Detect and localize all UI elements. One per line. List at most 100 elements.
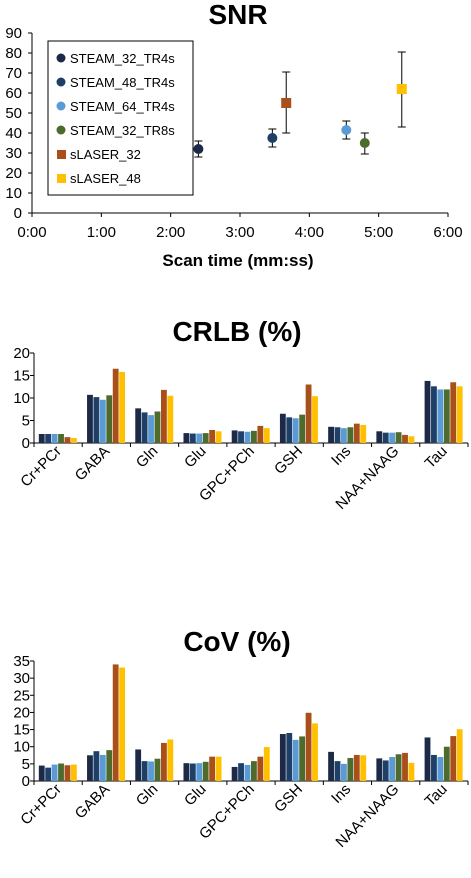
cov-bar [167, 739, 174, 781]
snr-point [267, 133, 278, 143]
snr-y-tick-label: 20 [5, 165, 22, 182]
snr-y-tick-label: 70 [5, 65, 22, 82]
crlb-y-tick-label: 5 [22, 413, 30, 430]
snr-x-tick-label: 0:00 [17, 224, 46, 241]
cov-bar [231, 766, 238, 781]
crlb-bar [231, 430, 238, 443]
cov-y-tick-label: 30 [13, 670, 30, 687]
cov-bar [431, 754, 437, 781]
crlb-category-label: Glu [181, 443, 210, 472]
cov-title: CoV (%) [183, 626, 290, 657]
snr-legend-label: STEAM_32_TR8s [70, 123, 175, 138]
cov-bar [424, 737, 431, 781]
snr-point [341, 125, 352, 135]
snr-x-tick-label: 4:00 [295, 224, 324, 241]
cov-bar [93, 751, 100, 781]
cov-bar [382, 760, 389, 781]
snr-y-tick-label: 10 [5, 185, 22, 202]
crlb-bar [443, 389, 450, 443]
crlb-bar [167, 395, 174, 443]
crlb-bar [51, 434, 58, 443]
snr-legend-label: STEAM_64_TR4s [70, 99, 175, 114]
cov-bar [263, 747, 270, 781]
cov-y-tick-label: 20 [13, 704, 30, 721]
crlb-bar [402, 434, 408, 443]
crlb-bar [286, 417, 293, 443]
cov-bar [279, 734, 286, 781]
crlb-bar [279, 413, 286, 443]
snr-point [281, 98, 292, 108]
snr-legend-box [47, 40, 194, 196]
cov-bar [312, 723, 318, 781]
cov-category-label: Gln [133, 781, 162, 810]
cov-bar [135, 749, 142, 781]
crlb-bar [196, 433, 203, 443]
crlb-bar [334, 427, 341, 443]
cov-bar [450, 736, 457, 781]
crlb-bar [119, 371, 126, 443]
snr-y-tick-label: 50 [5, 105, 22, 122]
cov-bar [286, 733, 293, 781]
crlb-bar [70, 438, 77, 443]
cov-bar [244, 764, 251, 781]
cov-bar [209, 756, 216, 781]
crlb-bar [328, 426, 334, 443]
cov-bar [353, 754, 360, 781]
snr-y-tick-label: 40 [5, 125, 22, 142]
snr-points [193, 51, 407, 158]
crlb-bar [376, 431, 383, 443]
crlb-bar [141, 412, 148, 443]
crlb-bar [431, 386, 437, 443]
cov-bar [299, 736, 306, 781]
crlb-bar [99, 399, 106, 443]
cov-bar [45, 767, 52, 781]
snr-x-tick-label: 5:00 [364, 224, 393, 241]
crlb-bar [58, 434, 64, 443]
cov-category-label: Ins [328, 781, 354, 807]
crlb-category-label: Ins [328, 443, 354, 469]
snr-x-tick-label: 1:00 [87, 224, 116, 241]
crlb-category-label: GSH [271, 443, 306, 478]
crlb-title: CRLB (%) [172, 316, 301, 347]
crlb-bar [292, 418, 299, 443]
crlb-category-label: Gln [133, 443, 162, 472]
snr-axes: 0 10 20 30 40 50 60 70 80 90 0:00 1:00 2:00 3:00 4:00 5… [5, 25, 462, 241]
crlb-bar [437, 389, 444, 443]
crlb-bar [64, 437, 71, 443]
cov-bar [257, 756, 264, 781]
cov-bar [360, 755, 367, 781]
cov-bar [154, 758, 161, 781]
snr-title: SNR [208, 0, 267, 30]
cov-bar [215, 756, 222, 781]
crlb-bar [38, 434, 45, 443]
snr-legend-label: STEAM_32_TR4s [70, 51, 175, 66]
crlb-bar [154, 411, 161, 443]
crlb-bar [244, 431, 251, 443]
crlb-bar [382, 432, 389, 443]
crlb-bar [202, 433, 209, 443]
snr-point [359, 138, 370, 148]
cov-bar [408, 762, 415, 781]
cov-bar [160, 742, 167, 781]
crlb-bar [360, 425, 367, 443]
crlb-bar [135, 408, 142, 443]
cov-category-label: GSH [271, 781, 306, 816]
snr-x-tick-label: 6:00 [433, 224, 462, 241]
snr-legend-swatch [56, 77, 66, 87]
crlb-bar [93, 397, 100, 443]
snr-legend-swatch [57, 174, 66, 183]
crlb-bar [312, 396, 318, 443]
cov-category-label: Glu [181, 781, 210, 810]
cov-bar [238, 763, 244, 781]
crlb-bar [347, 427, 354, 443]
crlb-bar [183, 433, 190, 443]
cov-bar [402, 752, 408, 781]
cov-bar [292, 739, 299, 781]
cov-bar [395, 754, 402, 781]
crlb-bars [38, 368, 463, 443]
crlb-bar [106, 395, 113, 443]
cov-y-tick-label: 15 [13, 722, 30, 739]
